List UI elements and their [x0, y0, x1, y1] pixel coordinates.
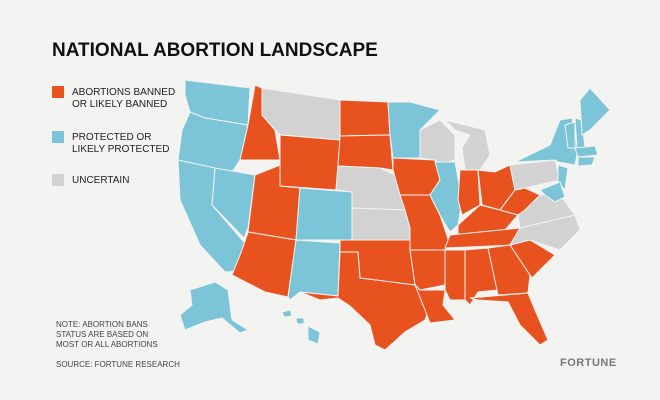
- state: [409, 249, 446, 291]
- source: SOURCE: FORTUNE RESEARCH: [56, 360, 180, 369]
- state: [295, 317, 305, 325]
- note-line: MOST OR ALL ABORTIONS: [56, 340, 158, 349]
- state: [579, 87, 611, 136]
- state: [351, 207, 411, 241]
- state: [337, 134, 394, 171]
- legend-label: LIKELY PROTECTED: [72, 144, 169, 155]
- note-line: STATUS ARE BASED ON: [56, 330, 148, 339]
- state: [295, 187, 353, 241]
- state: [429, 161, 463, 233]
- state: [339, 99, 391, 137]
- state: [414, 284, 456, 324]
- state: [487, 244, 531, 296]
- states: [177, 79, 611, 351]
- state: [577, 156, 596, 167]
- legend-swatch: [52, 86, 64, 98]
- state: [281, 309, 293, 318]
- state: [299, 251, 433, 351]
- state: [287, 239, 341, 301]
- legend-label: OR LIKELY BANNED: [72, 99, 167, 110]
- state: [392, 157, 441, 196]
- state: [469, 292, 549, 346]
- state: [307, 325, 321, 345]
- note: NOTE: ABORTION BANS STATUS ARE BASED ON …: [56, 320, 158, 349]
- state: [211, 167, 256, 239]
- state: [444, 249, 466, 301]
- state: [539, 181, 566, 203]
- title: NATIONAL ABORTION LANDSCAPE: [52, 40, 378, 61]
- state: [574, 145, 599, 158]
- legend-swatch: [52, 131, 64, 143]
- state: [279, 134, 341, 191]
- state: [177, 111, 249, 173]
- state: [179, 281, 250, 334]
- state: [419, 119, 456, 166]
- legend-label: UNCERTAIN: [72, 175, 129, 186]
- legend-label: ABORTIONS BANNED: [72, 87, 175, 98]
- state: [457, 169, 481, 216]
- brand: FORTUNE: [560, 357, 617, 369]
- legend-label: PROTECTED OR: [72, 132, 151, 143]
- note-line: NOTE: ABORTION BANS: [56, 320, 148, 329]
- legend-swatch: [52, 174, 64, 186]
